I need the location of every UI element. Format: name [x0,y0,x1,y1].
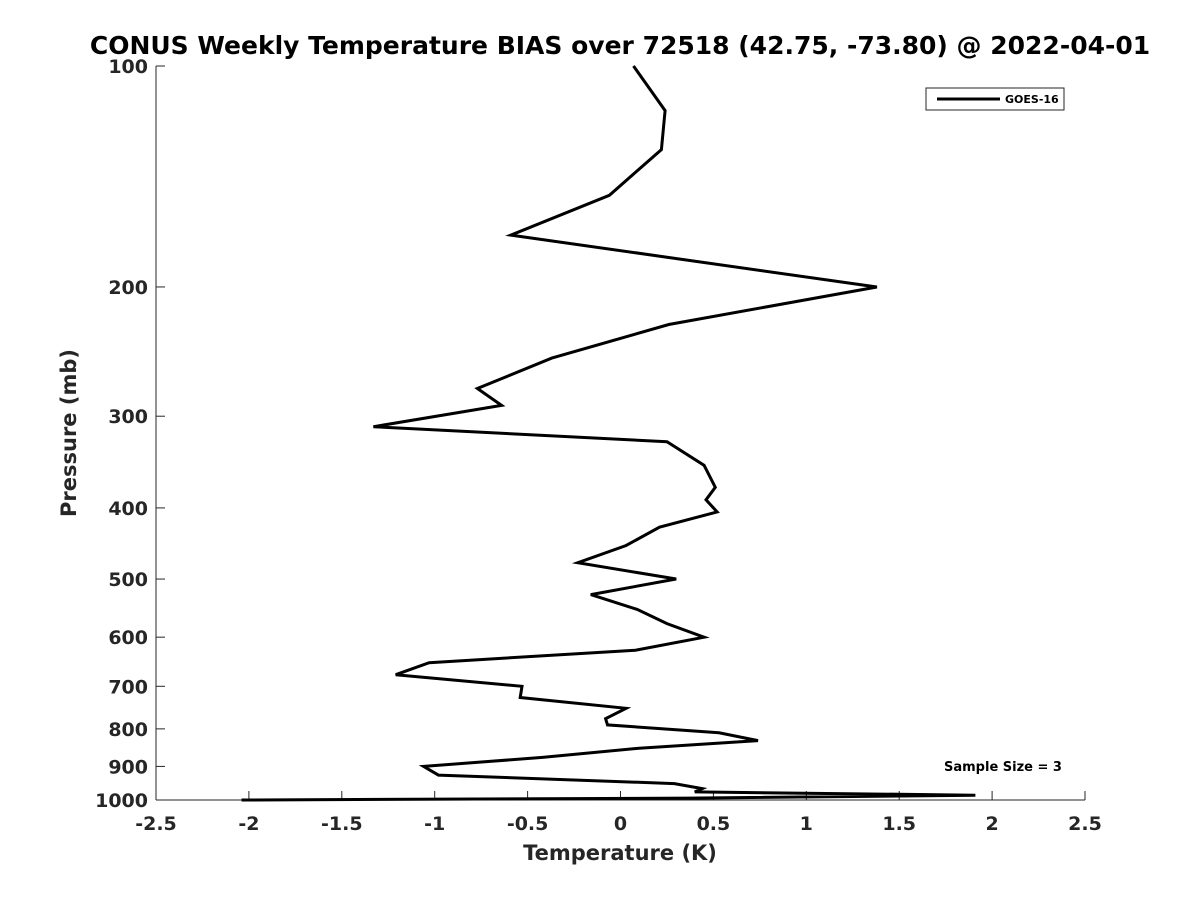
series-line-goes-16 [241,65,976,802]
y-tick-label: 400 [108,498,148,520]
y-tick-label: 500 [108,569,148,591]
legend: GOES-16 [925,87,1065,111]
y-tick-label: 200 [108,277,148,299]
y-axis-label: Pressure (mb) [57,349,81,517]
x-tick-label: -1 [424,813,445,835]
legend-label-goes-16: GOES-16 [1005,93,1059,106]
x-tick-label: -2.5 [135,813,177,835]
y-tick-label: 700 [108,676,148,698]
x-axis-label: Temperature (K) [523,841,717,865]
y-tick-label: 1000 [95,790,148,812]
y-axis-ticks: 100 200 300 400 500 600 700 800 900 1000 [95,56,165,812]
x-tick-label: -2 [238,813,259,835]
chart-title: CONUS Weekly Temperature BIAS over 72518… [90,31,1150,60]
x-tick-label: 0 [614,813,627,835]
x-tick-label: 0.5 [697,813,731,835]
y-tick-label: 900 [108,756,148,778]
y-tick-label: 100 [108,56,148,78]
y-tick-label: 600 [108,627,148,649]
x-tick-label: 2.5 [1068,813,1102,835]
sample-size-annotation: Sample Size = 3 [944,760,1062,775]
x-tick-label: -0.5 [507,813,549,835]
y-tick-label: 800 [108,719,148,741]
x-tick-label: 1.5 [882,813,916,835]
y-tick-label: 300 [108,406,148,428]
x-tick-label: 2 [985,813,998,835]
x-axis-ticks: -2.5 -2 -1.5 -1 -0.5 0 0.5 1 1.5 2 2.5 [135,791,1102,835]
plot-axes [155,66,1085,801]
x-tick-label: 1 [800,813,813,835]
x-tick-label: -1.5 [321,813,363,835]
